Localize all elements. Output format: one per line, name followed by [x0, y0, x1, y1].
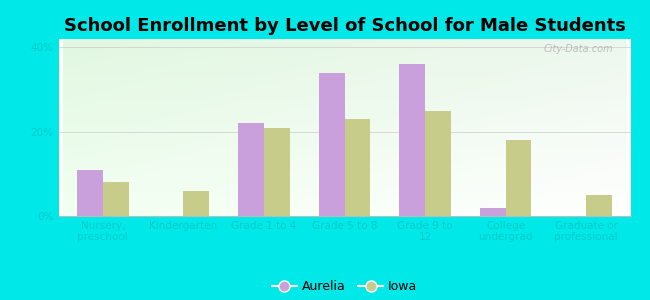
Bar [506, 140, 532, 216]
Bar [264, 128, 290, 216]
Bar [77, 169, 103, 216]
Bar [425, 111, 451, 216]
Text: City-Data.com: City-Data.com [543, 44, 614, 54]
Bar [480, 208, 506, 216]
Bar [399, 64, 425, 216]
Bar [344, 119, 370, 216]
Bar [318, 73, 344, 216]
Legend: Aurelia, Iowa: Aurelia, Iowa [266, 275, 422, 298]
Bar [103, 182, 129, 216]
Title: School Enrollment by Level of School for Male Students: School Enrollment by Level of School for… [64, 17, 625, 35]
Bar [183, 191, 209, 216]
Bar [238, 123, 264, 216]
Bar [586, 195, 612, 216]
